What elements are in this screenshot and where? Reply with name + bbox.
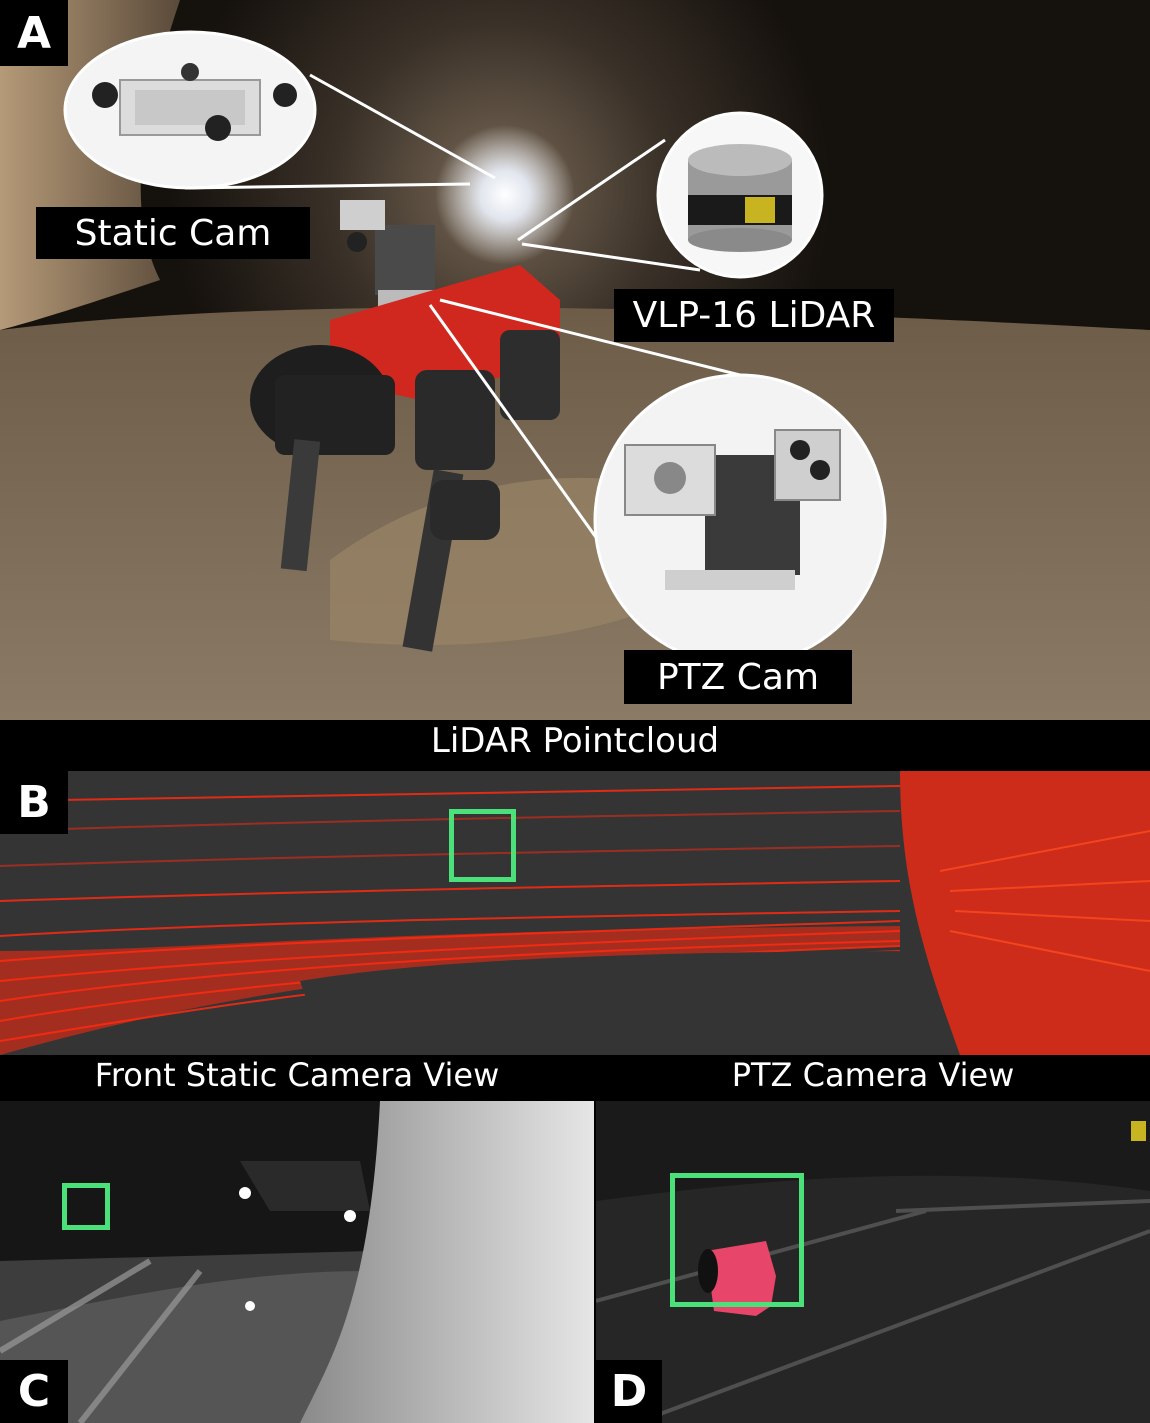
robot xyxy=(250,200,560,652)
static-cam-label: Static Cam xyxy=(36,207,310,259)
panel-letter-c: C xyxy=(0,1360,68,1423)
lidar-pointcloud-banner: LiDAR Pointcloud xyxy=(0,720,1150,771)
ptz-cam-label: PTZ Cam xyxy=(624,650,852,704)
panel-letter-a: A xyxy=(0,0,68,66)
front-static-view-banner: Front Static Camera View xyxy=(0,1055,594,1101)
cave-scene xyxy=(0,0,1150,720)
panel-c-front-static-camera xyxy=(0,1101,594,1423)
front-camera-frame xyxy=(0,1101,594,1423)
ptz-view-banner: PTZ Camera View xyxy=(596,1055,1150,1101)
ptz-cam-callout-image xyxy=(593,373,887,667)
front-camera-detection-box xyxy=(62,1183,110,1230)
ptz-detection-box xyxy=(670,1173,804,1307)
lidar-detection-box xyxy=(449,809,516,882)
panel-b-lidar-pointcloud xyxy=(0,771,1150,1055)
panel-letter-b: B xyxy=(0,771,68,834)
panel-a-robot-photo xyxy=(0,0,1150,720)
static-cam-callout-image xyxy=(63,30,317,190)
panel-letter-d: D xyxy=(596,1360,662,1423)
callout-lines xyxy=(184,73,761,551)
lidar-callout-image xyxy=(656,111,824,279)
lamp-glow xyxy=(435,125,575,265)
pointcloud-render xyxy=(0,771,1150,1055)
panel-d-ptz-camera xyxy=(596,1101,1150,1423)
lidar-label: VLP-16 LiDAR xyxy=(614,289,894,342)
